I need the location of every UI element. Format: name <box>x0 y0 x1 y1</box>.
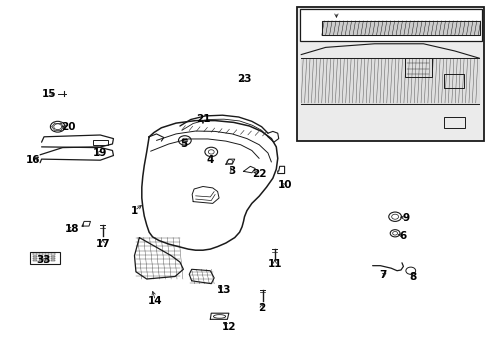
Text: 23: 23 <box>237 74 251 84</box>
Text: 1: 1 <box>131 206 138 216</box>
Text: 8: 8 <box>409 272 416 282</box>
Text: 3: 3 <box>228 166 235 176</box>
Text: 20: 20 <box>61 122 76 132</box>
Bar <box>39 260 43 261</box>
Polygon shape <box>321 21 479 35</box>
Text: 17: 17 <box>95 239 110 249</box>
Text: 27: 27 <box>307 55 322 65</box>
Bar <box>45 258 49 259</box>
Bar <box>404 58 431 77</box>
Bar <box>299 9 481 41</box>
Bar <box>443 117 464 128</box>
Bar <box>45 256 49 257</box>
Text: 9: 9 <box>402 213 408 223</box>
Bar <box>297 7 483 141</box>
Text: 32: 32 <box>434 82 449 92</box>
Text: 7: 7 <box>378 270 386 280</box>
Text: 15: 15 <box>41 89 56 99</box>
Bar <box>51 260 55 261</box>
Text: 29: 29 <box>343 103 358 113</box>
Bar <box>39 253 43 255</box>
Text: 33: 33 <box>37 255 51 265</box>
Text: 4: 4 <box>206 155 214 165</box>
Bar <box>33 253 37 255</box>
Polygon shape <box>301 58 478 104</box>
Text: 2: 2 <box>258 303 264 313</box>
Bar <box>33 256 37 257</box>
Text: 30: 30 <box>325 122 339 132</box>
Bar <box>45 260 49 261</box>
Text: 28: 28 <box>432 103 447 113</box>
Bar <box>30 252 60 264</box>
Bar <box>51 253 55 255</box>
Text: 31: 31 <box>388 69 403 79</box>
Text: 14: 14 <box>148 296 163 306</box>
Text: 16: 16 <box>26 155 41 165</box>
Text: 22: 22 <box>251 168 266 179</box>
Text: 12: 12 <box>221 322 236 332</box>
Text: 24: 24 <box>325 20 339 30</box>
Bar <box>51 258 55 259</box>
Bar <box>51 256 55 257</box>
Text: 18: 18 <box>65 224 80 234</box>
Bar <box>33 260 37 261</box>
Bar <box>33 258 37 259</box>
Text: 6: 6 <box>399 231 406 241</box>
Text: 26: 26 <box>411 20 426 30</box>
Bar <box>93 140 107 145</box>
Text: 21: 21 <box>195 114 210 124</box>
Bar <box>39 258 43 259</box>
Text: 19: 19 <box>93 148 107 158</box>
Bar <box>443 74 463 87</box>
Text: 11: 11 <box>267 258 282 269</box>
Bar <box>45 253 49 255</box>
Text: 5: 5 <box>180 139 186 149</box>
Text: 10: 10 <box>277 180 291 190</box>
Text: 25: 25 <box>303 20 317 30</box>
Bar <box>39 256 43 257</box>
Text: 13: 13 <box>216 285 231 295</box>
